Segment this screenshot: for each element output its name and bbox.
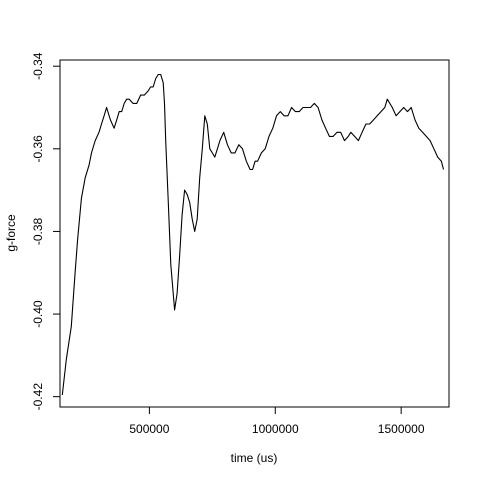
- x-tick-label: 500000: [129, 422, 169, 436]
- y-tick-label: -0.42: [31, 383, 45, 411]
- x-tick-label: 1000000: [252, 422, 299, 436]
- plot-layer: [61, 73, 445, 396]
- plot-frame: [59, 59, 450, 408]
- x-axis: 500000 1000000 1500000: [129, 407, 425, 436]
- y-axis-title: g-force: [4, 214, 18, 252]
- y-tick-label: -0.38: [31, 217, 45, 245]
- y-tick-label: -0.40: [31, 300, 45, 328]
- x-axis-title: time (us): [231, 451, 278, 465]
- series-line-0: [61, 73, 445, 396]
- y-tick-label: -0.36: [31, 135, 45, 163]
- x-tick-label: 1500000: [378, 422, 425, 436]
- y-tick-label: -0.34: [31, 52, 45, 80]
- y-axis: -0.42 -0.40 -0.38 -0.36 -0.34: [31, 52, 60, 410]
